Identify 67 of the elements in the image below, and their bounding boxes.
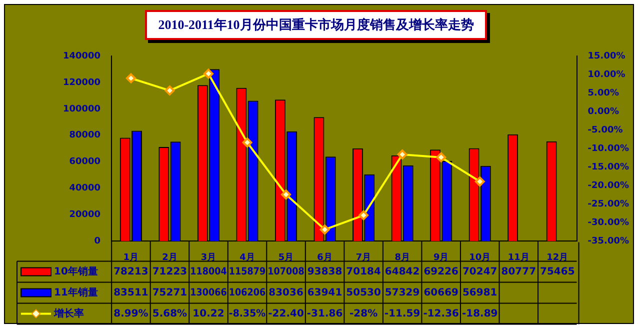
data-label: 57329 <box>384 287 420 298</box>
y-tick-label: 40000 <box>69 184 101 194</box>
x-tick-label: 8月 <box>394 252 410 263</box>
data-label: 10.22 <box>192 308 224 320</box>
y-tick-label: 0 <box>94 236 101 247</box>
y2-tick-label: 10.00% <box>588 70 626 80</box>
y-tick-label: 60000 <box>69 157 101 168</box>
data-label: 56981 <box>462 287 498 298</box>
y2-tick-label: -20.00% <box>588 180 630 191</box>
data-label: 75271 <box>152 287 188 298</box>
data-label: 115879 <box>228 266 266 278</box>
data-label: 50530 <box>346 287 381 298</box>
x-tick-label: 7月 <box>356 252 372 263</box>
y2-tick-label: 0.00% <box>588 106 620 117</box>
x-tick-label: 12月 <box>546 252 568 263</box>
data-label: 71223 <box>152 266 188 278</box>
chart-title: 2010-2011年10月份中国重卡市场月度销售及增长率走势 <box>145 10 487 40</box>
data-label: 70247 <box>462 266 498 278</box>
y-tick-label: 140000 <box>62 51 101 62</box>
data-label: 63941 <box>307 287 342 298</box>
data-label: -11.59 <box>384 308 420 320</box>
y-tick-label: 80000 <box>69 130 101 141</box>
data-label: 93838 <box>307 266 342 278</box>
data-label: 69226 <box>424 266 459 278</box>
data-label: 60669 <box>424 287 459 298</box>
data-label: -8.35% <box>228 308 266 320</box>
data-label: 70184 <box>346 266 381 278</box>
data-label: -12.36 <box>423 308 460 320</box>
y2-tick-label: 5.00% <box>588 88 620 98</box>
data-label: 5.68% <box>152 308 188 320</box>
x-tick-label: 6月 <box>317 252 332 263</box>
y2-tick-label: 15.00% <box>588 51 626 62</box>
data-label: -31.86 <box>306 308 343 320</box>
y-tick-label: 120000 <box>62 78 101 88</box>
data-label: -28% <box>350 308 378 320</box>
x-tick-label: 3月 <box>200 252 216 263</box>
x-tick-label: 2月 <box>162 252 178 263</box>
y2-tick-label: -15.00% <box>588 162 630 172</box>
data-label: 78213 <box>114 266 148 278</box>
data-label: 8.99% <box>114 308 148 320</box>
x-tick-label: 11月 <box>508 252 530 263</box>
data-label: 83036 <box>268 287 304 298</box>
legend-label: 10年销量 <box>54 265 98 278</box>
x-tick-label: 5月 <box>278 252 294 263</box>
y2-tick-label: -10.00% <box>588 144 630 154</box>
data-label: -18.89 <box>462 308 498 320</box>
data-label: 83511 <box>114 287 148 298</box>
y2-tick-label: -30.00% <box>588 218 630 228</box>
y2-tick-label: -25.00% <box>588 200 630 210</box>
data-label: 106206 <box>228 286 266 298</box>
y-tick-label: 20000 <box>69 210 101 220</box>
x-tick-label: 9月 <box>433 252 449 263</box>
y-tick-label: 100000 <box>62 104 101 114</box>
data-label: 64842 <box>384 266 420 278</box>
y2-tick-label: -5.00% <box>588 125 623 136</box>
data-label: 118004 <box>190 266 228 278</box>
data-label: 75465 <box>540 266 575 278</box>
data-label: 80777 <box>501 266 536 278</box>
data-label: 107008 <box>268 266 304 278</box>
x-tick-label: 4月 <box>240 252 255 263</box>
x-tick-label: 10月 <box>469 252 491 263</box>
legend-label: 增长率 <box>53 307 84 320</box>
x-tick-label: 1月 <box>123 252 139 263</box>
legend-label: 11年销量 <box>54 286 98 298</box>
y2-tick-label: -35.00% <box>588 236 630 247</box>
data-label: -22.40 <box>268 308 304 320</box>
data-label: 130066 <box>190 286 228 298</box>
